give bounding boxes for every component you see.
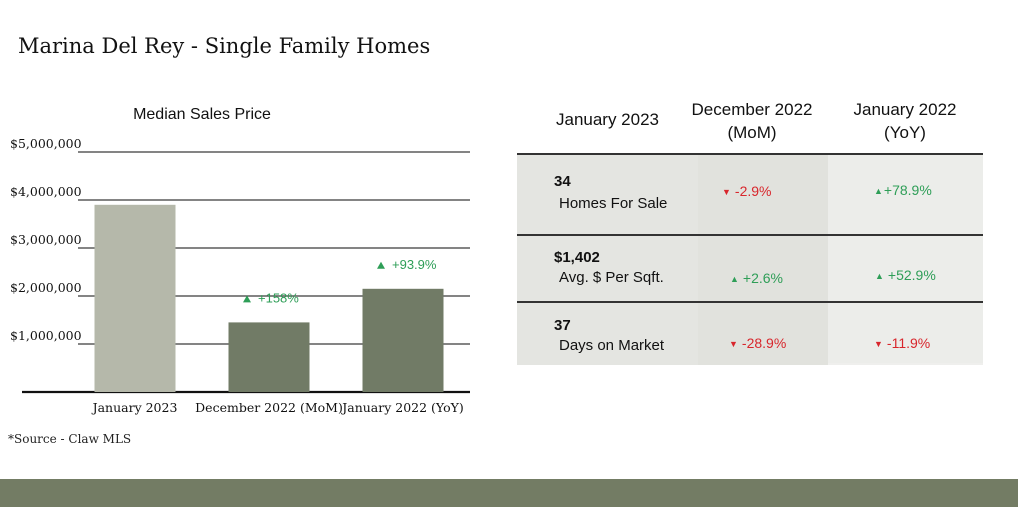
arrow-up-icon: [377, 261, 385, 269]
arrow-down-icon: ▼: [729, 339, 738, 349]
arrow-up-icon: ▲: [874, 186, 883, 196]
header-yoy-line2: (YoY): [884, 123, 926, 142]
page-title: Marina Del Rey - Single Family Homes: [18, 34, 431, 58]
row-label: Avg. $ Per Sqft.: [559, 269, 664, 286]
y-tick-label: $3,000,000: [10, 232, 82, 247]
chart-title: Median Sales Price: [133, 106, 271, 123]
arrow-up-icon: ▲: [875, 271, 884, 281]
y-tick-label: $4,000,000: [10, 184, 82, 199]
bar-change-label: +93.9%: [392, 257, 437, 272]
source-note: *Source - Claw MLS: [8, 432, 132, 446]
column-bg-yoy: [828, 153, 983, 363]
row-value: 37: [554, 317, 571, 334]
header-yoy-line1: January 2022: [853, 100, 957, 119]
mom-change: ▲ +2.6%: [730, 270, 784, 286]
arrow-down-icon: ▼: [722, 187, 731, 197]
yoy-change: ▼ -11.9%: [874, 335, 931, 351]
header-current: January 2023: [555, 110, 660, 129]
yoy-change: ▲+78.9%: [874, 182, 932, 198]
row-label: Homes For Sale: [559, 195, 668, 212]
footer-band: [0, 479, 1018, 507]
column-bg-current: [517, 153, 698, 365]
bar-change-label: +158%: [258, 290, 299, 305]
bar: [94, 204, 176, 392]
header-mom-line1: December 2022: [691, 100, 813, 119]
y-tick-label: $1,000,000: [10, 328, 82, 343]
category-label: January 2022 (YoY): [340, 400, 464, 415]
mom-change: ▼ -28.9%: [729, 335, 787, 351]
table-divider: [517, 234, 983, 236]
row-value: 34: [554, 173, 571, 190]
arrow-up-icon: [243, 295, 251, 303]
table-divider: [517, 301, 983, 303]
median-price-chart: Median Sales Price $1,000,000 $2,000,000 $…: [10, 106, 470, 415]
table-body: 34 Homes For Sale ▼ -2.9% ▲+78.9% $1,402 …: [517, 153, 983, 365]
header-mom-line2: (MoM): [727, 123, 777, 142]
category-label: January 2023: [91, 400, 178, 415]
arrow-up-icon: ▲: [730, 274, 739, 284]
header-yoy: January 2022 (YoY): [827, 98, 983, 153]
arrow-down-icon: ▼: [874, 339, 883, 349]
row-label: Days on Market: [559, 337, 665, 354]
table-divider: [517, 153, 983, 155]
bar: [362, 288, 444, 392]
y-tick-label: $5,000,000: [10, 136, 82, 151]
bar: [228, 322, 310, 392]
column-bg-mom: [698, 153, 828, 365]
header-mom: December 2022 (MoM): [677, 98, 827, 153]
mom-change: ▼ -2.9%: [722, 183, 772, 199]
row-value: $1,402: [554, 249, 600, 266]
category-label: December 2022 (MoM): [195, 400, 343, 415]
y-tick-label: $2,000,000: [10, 280, 82, 295]
yoy-change: ▲ +52.9%: [875, 267, 936, 283]
